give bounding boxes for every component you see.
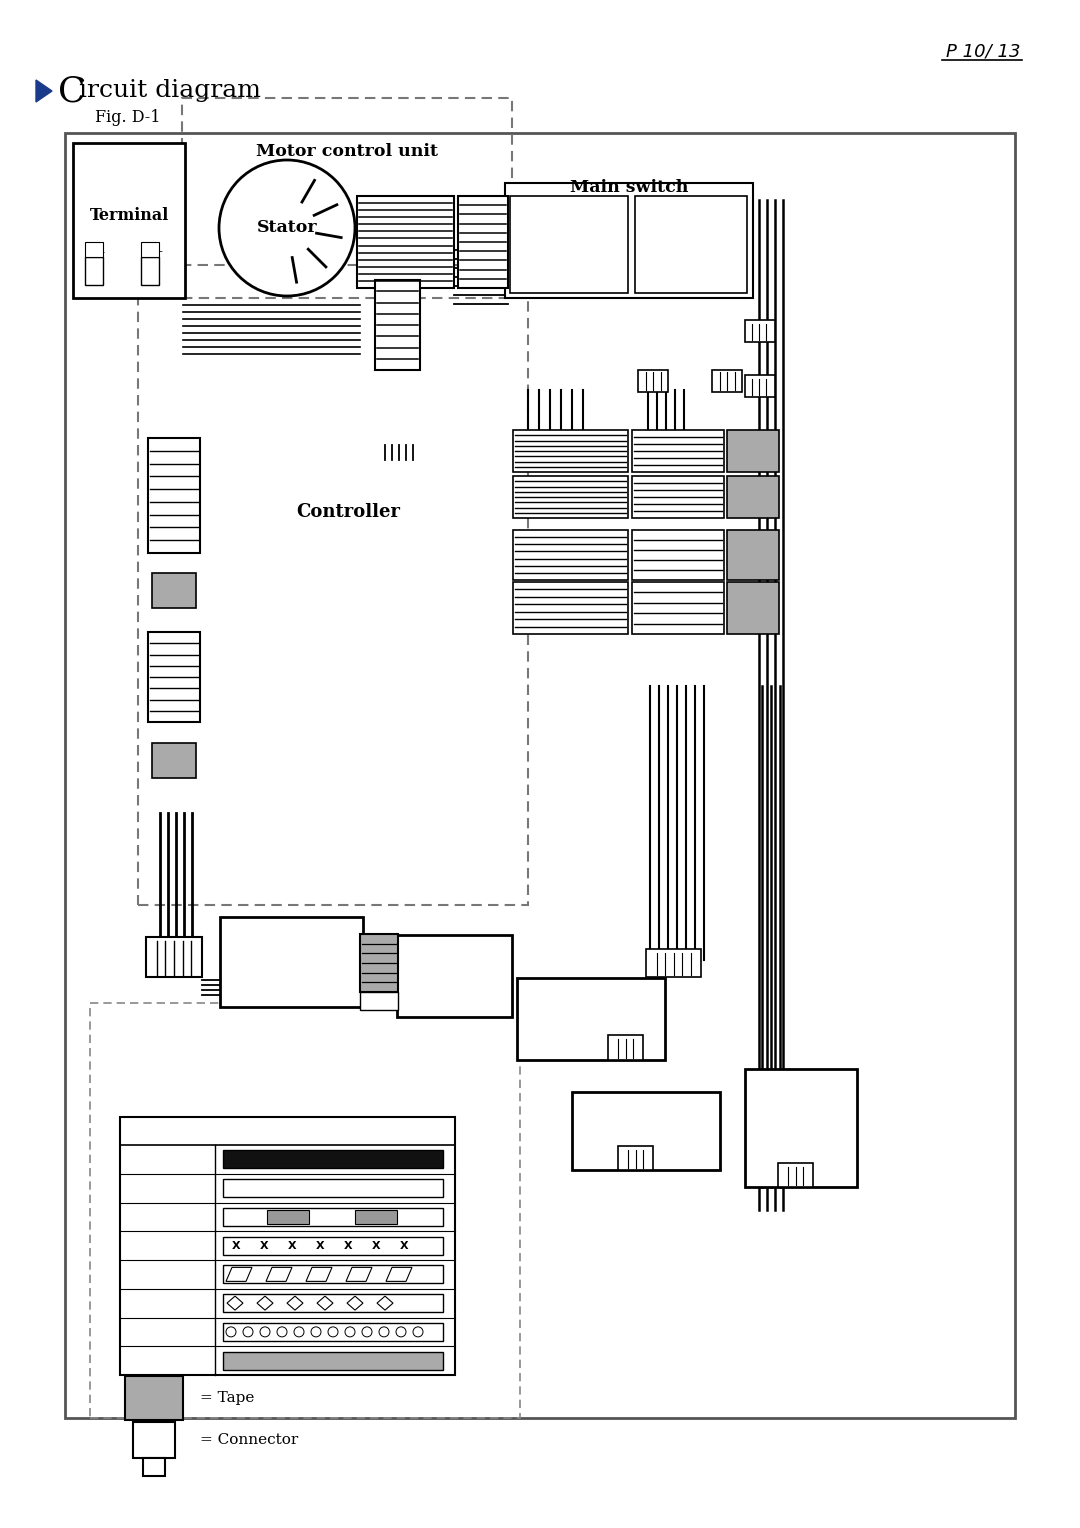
Text: Fig. D-1: Fig. D-1 <box>95 110 161 127</box>
Bar <box>141 241 159 257</box>
Bar <box>146 937 202 976</box>
Bar <box>778 1163 813 1187</box>
Text: X: X <box>259 1241 268 1250</box>
Bar <box>222 1323 443 1342</box>
Bar <box>85 241 103 257</box>
Bar <box>727 429 779 472</box>
Bar <box>745 1070 858 1187</box>
Bar <box>505 183 753 298</box>
Text: X: X <box>287 1241 296 1250</box>
Bar <box>141 257 159 286</box>
Text: RF unit: RF unit <box>421 970 488 987</box>
Bar <box>632 582 724 634</box>
Bar <box>222 1151 443 1169</box>
Bar <box>513 530 627 581</box>
Text: Motor control unit: Motor control unit <box>256 144 438 160</box>
Text: Switch unit B
(for rotation
reverse): Switch unit B (for rotation reverse) <box>526 223 611 270</box>
Bar <box>152 743 195 778</box>
Bar <box>712 370 742 393</box>
Bar <box>73 144 185 298</box>
Bar <box>220 917 363 1007</box>
Bar <box>222 1207 443 1225</box>
Bar <box>375 280 420 370</box>
Text: Stator: Stator <box>257 220 318 237</box>
Text: = Tape: = Tape <box>200 1390 255 1406</box>
Bar <box>632 429 724 472</box>
Text: ircuit diagram: ircuit diagram <box>79 79 261 102</box>
Bar <box>152 573 195 608</box>
Bar <box>638 370 669 393</box>
Bar <box>632 530 724 581</box>
Bar <box>357 196 454 287</box>
Bar <box>120 1117 455 1375</box>
Bar <box>727 582 779 634</box>
Bar <box>267 1210 309 1224</box>
Text: X: X <box>315 1241 324 1250</box>
Text: Switch unit A
(for Trigger): Switch unit A (for Trigger) <box>648 232 733 261</box>
Text: X: X <box>232 1241 241 1250</box>
Text: Black: Black <box>129 1152 165 1166</box>
Text: P 10/ 13: P 10/ 13 <box>946 43 1021 61</box>
Bar <box>397 935 512 1018</box>
Bar <box>143 1458 165 1476</box>
Bar <box>148 439 200 553</box>
Text: X: X <box>400 1241 408 1250</box>
Text: Purple: Purple <box>129 1325 172 1339</box>
Bar <box>222 1352 443 1369</box>
Bar <box>183 98 512 298</box>
Bar <box>355 1210 397 1224</box>
Text: X: X <box>372 1241 380 1250</box>
Bar <box>65 133 1015 1418</box>
Bar <box>222 1180 443 1196</box>
Bar <box>618 1146 653 1170</box>
Bar <box>510 196 627 293</box>
Text: = Connector: = Connector <box>200 1433 298 1447</box>
Bar <box>517 978 665 1060</box>
Bar <box>138 264 528 905</box>
Text: Orange: Orange <box>129 1268 178 1280</box>
Bar <box>85 257 103 286</box>
Bar <box>222 1265 443 1284</box>
Text: White: White <box>129 1181 167 1195</box>
Text: Blue: Blue <box>129 1297 159 1309</box>
Bar <box>727 477 779 518</box>
Bar <box>360 992 399 1010</box>
Bar <box>458 196 508 287</box>
Text: Controller: Controller <box>296 503 400 521</box>
Text: X: X <box>343 1241 352 1250</box>
Text: T–: T– <box>90 244 106 260</box>
Bar <box>222 1236 443 1254</box>
Text: Terminal: Terminal <box>90 206 168 223</box>
Text: T+: T+ <box>144 244 164 260</box>
Bar <box>513 477 627 518</box>
Text: C: C <box>58 73 85 108</box>
Polygon shape <box>36 79 52 102</box>
Text: Color index of lead wires’ sheath: Color index of lead wires’ sheath <box>171 1125 404 1138</box>
Bar <box>727 530 779 581</box>
Bar <box>133 1423 175 1458</box>
Text: Yellow: Yellow <box>129 1239 171 1251</box>
Text: LED
circuit
(for job
light): LED circuit (for job light) <box>770 1097 832 1167</box>
Bar <box>608 1034 643 1060</box>
Bar <box>745 374 775 397</box>
Text: Main switch: Main switch <box>570 179 688 196</box>
Bar <box>125 1377 183 1420</box>
Bar <box>572 1093 720 1170</box>
Text: Red: Red <box>129 1210 154 1224</box>
Bar <box>148 633 200 723</box>
Bar <box>635 196 747 293</box>
Bar <box>632 477 724 518</box>
Bar <box>745 319 775 342</box>
Bar <box>360 934 399 992</box>
Text: Switch unit C
(for clutch): Switch unit C (for clutch) <box>591 1118 701 1151</box>
Circle shape <box>219 160 355 296</box>
Bar <box>646 949 701 976</box>
Text: Power supply
circuit: Power supply circuit <box>238 950 347 983</box>
Bar <box>222 1294 443 1313</box>
Bar <box>513 429 627 472</box>
Bar <box>90 1002 519 1418</box>
Text: LED circuit
(for display): LED circuit (for display) <box>541 1005 642 1039</box>
Bar <box>513 582 627 634</box>
Text: Gray: Gray <box>129 1354 161 1368</box>
